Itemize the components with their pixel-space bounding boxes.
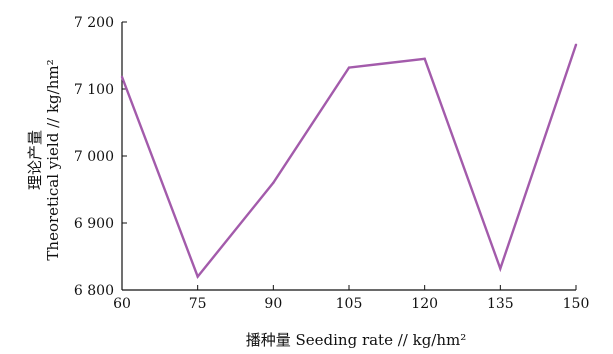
x-tick-label: 120 [411, 296, 438, 312]
x-tick-label: 60 [113, 296, 131, 312]
y-axis-title-english: Theoretical yield // kg/hm² [44, 59, 62, 260]
y-tick-label: 7 200 [74, 15, 114, 31]
x-tick-label: 75 [189, 296, 207, 312]
y-tick-label: 7 100 [74, 82, 114, 98]
x-tick-label: 135 [487, 296, 514, 312]
y-axis-ticks: 6 800 6 900 7 000 7 100 7 200 [74, 15, 127, 299]
data-point [499, 267, 502, 270]
data-point [120, 75, 124, 79]
x-tick-label: 90 [264, 296, 282, 312]
x-axis-title: 播种量 Seeding rate // kg/hm² [246, 331, 467, 349]
series-line [120, 44, 578, 279]
y-tick-label: 6 800 [74, 283, 114, 299]
y-tick-label: 7 000 [74, 149, 114, 165]
data-point [272, 181, 275, 184]
data-point [423, 57, 426, 61]
y-tick-label: 6 900 [74, 216, 114, 232]
data-point [574, 43, 578, 46]
x-axis-ticks: 60 75 90 105 120 135 150 [113, 285, 589, 312]
series-layer [120, 43, 578, 279]
data-point [347, 66, 351, 69]
x-tick-label: 105 [336, 296, 363, 312]
data-point [196, 275, 199, 278]
x-tick-label: 150 [563, 296, 590, 312]
y-axis-title-chinese: 理论产量 [26, 130, 44, 190]
